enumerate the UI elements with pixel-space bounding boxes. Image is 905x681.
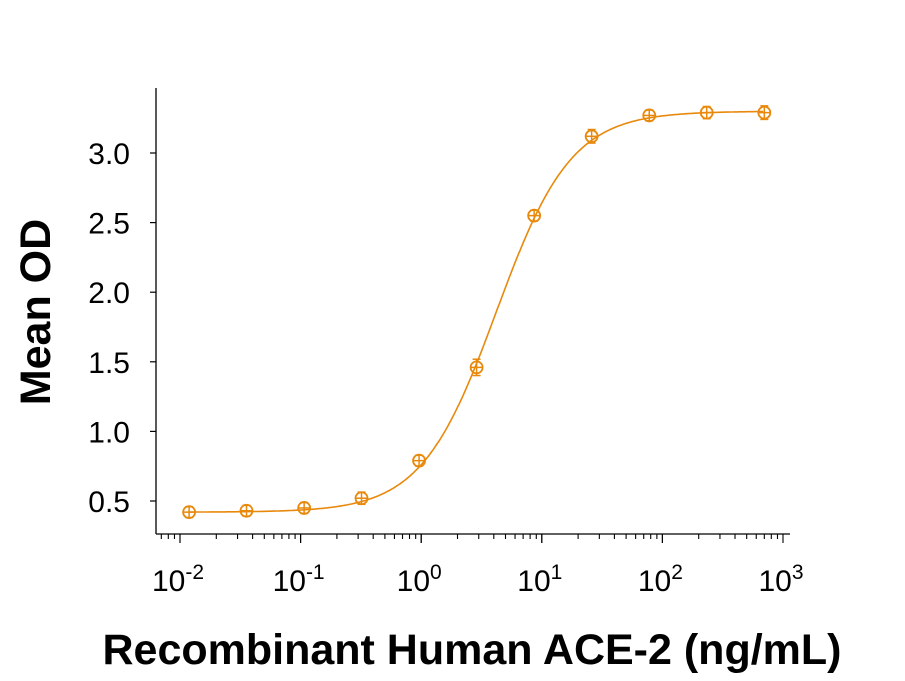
data-point	[469, 358, 484, 377]
y-tick-label: 2.5	[88, 208, 130, 241]
axes: 0.5 1.0 1.5 2.0 2.5 3.0 10-2 10-1 100 101 102 103	[88, 88, 804, 598]
x-tick-label: 100	[397, 561, 442, 598]
data-point	[182, 505, 197, 520]
x-tick-label: 10-2	[152, 561, 204, 598]
data-marks	[182, 105, 772, 520]
y-tick-label: 2.0	[88, 277, 130, 310]
data-point	[297, 501, 312, 515]
fit-curve	[189, 110, 764, 513]
y-tick-label: 1.0	[88, 416, 130, 449]
y-tick-label: 1.5	[88, 347, 130, 380]
data-point	[354, 491, 369, 506]
data-point	[757, 105, 772, 121]
x-axis-title: Recombinant Human ACE-2 (ng/mL)	[103, 626, 842, 674]
data-point	[527, 208, 542, 223]
data-point	[642, 108, 657, 123]
x-tick-label: 101	[517, 561, 562, 598]
data-point	[584, 128, 599, 144]
x-tick-label: 103	[758, 561, 803, 598]
data-point	[699, 105, 714, 120]
x-tick-label: 102	[638, 561, 683, 598]
data-point	[412, 453, 426, 468]
y-tick-label: 3.0	[88, 138, 130, 171]
y-axis-title: Mean OD	[12, 219, 60, 405]
y-tick-label: 0.5	[88, 486, 130, 519]
x-tick-label: 10-1	[273, 561, 325, 598]
data-point	[239, 503, 254, 518]
